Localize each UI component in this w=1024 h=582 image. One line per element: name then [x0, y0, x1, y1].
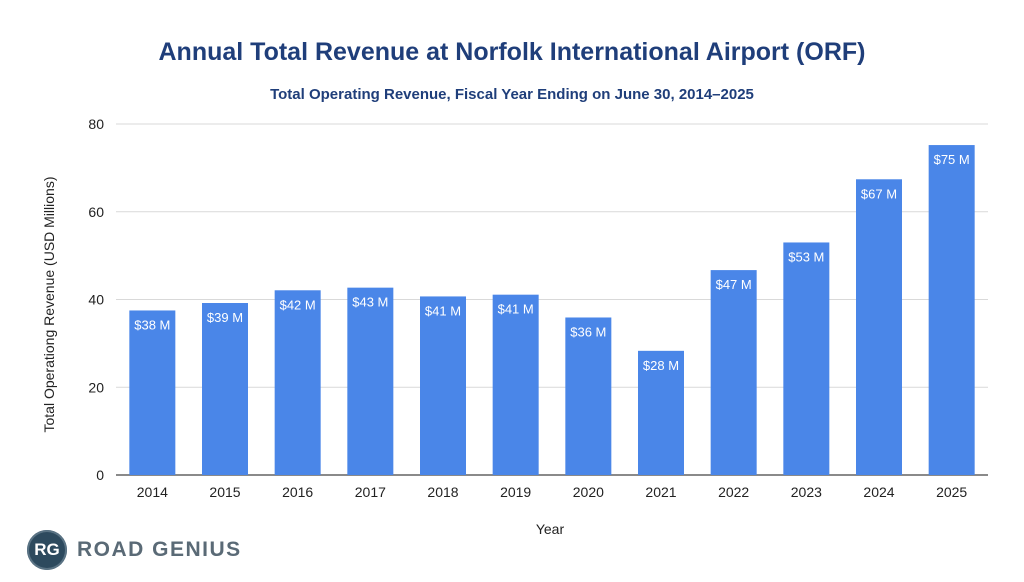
data-label: $39 M	[207, 310, 243, 325]
road-genius-logo: RG ROAD GENIUS	[27, 530, 242, 570]
bar	[129, 310, 176, 475]
bar	[638, 350, 684, 475]
data-label: $53 M	[788, 249, 824, 264]
x-tick-label: 2024	[863, 484, 894, 500]
logo-text: ROAD GENIUS	[77, 538, 242, 561]
logo-badge-icon: RG	[27, 530, 67, 570]
bar	[710, 270, 757, 475]
x-tick-label: 2016	[282, 484, 313, 500]
data-label: $42 M	[280, 297, 316, 312]
x-tick-label: 2019	[500, 484, 531, 500]
x-tick-label: 2022	[718, 484, 749, 500]
bar	[202, 303, 248, 475]
y-tick-label: 20	[88, 379, 104, 395]
data-label: $67 M	[861, 186, 897, 201]
x-tick-label: 2017	[355, 484, 386, 500]
chart-title: Annual Total Revenue at Norfolk Internat…	[158, 38, 866, 66]
data-label: $28 M	[643, 358, 679, 373]
bar	[347, 287, 394, 475]
chart-subtitle: Total Operating Revenue, Fiscal Year End…	[270, 86, 754, 103]
x-tick-label: 2015	[209, 484, 240, 500]
y-tick-label: 80	[88, 116, 104, 132]
x-tick-label: 2020	[573, 484, 604, 500]
bar	[274, 290, 321, 475]
bar	[856, 179, 902, 475]
y-tick-label: 60	[88, 204, 104, 220]
bar	[928, 145, 975, 475]
data-label: $36 M	[570, 324, 606, 339]
x-tick-label: 2025	[936, 484, 967, 500]
bar	[783, 242, 830, 475]
bar	[420, 296, 466, 475]
y-tick-label: 40	[88, 292, 104, 308]
bar	[565, 317, 612, 475]
data-label: $43 M	[352, 295, 388, 310]
y-tick-label: 0	[96, 467, 104, 483]
data-label: $75 M	[934, 152, 970, 167]
bar	[492, 294, 539, 475]
x-axis-title: Year	[536, 521, 565, 537]
x-tick-label: 2023	[791, 484, 822, 500]
data-label: $38 M	[134, 317, 170, 332]
data-label: $41 M	[425, 303, 461, 318]
x-tick-label: 2014	[137, 484, 168, 500]
y-axis-title: Total Operationg Revenue (USD Millions)	[41, 177, 57, 433]
x-tick-label: 2018	[427, 484, 458, 500]
data-label: $47 M	[716, 277, 752, 292]
x-tick-label: 2021	[645, 484, 676, 500]
data-label: $41 M	[498, 302, 534, 317]
